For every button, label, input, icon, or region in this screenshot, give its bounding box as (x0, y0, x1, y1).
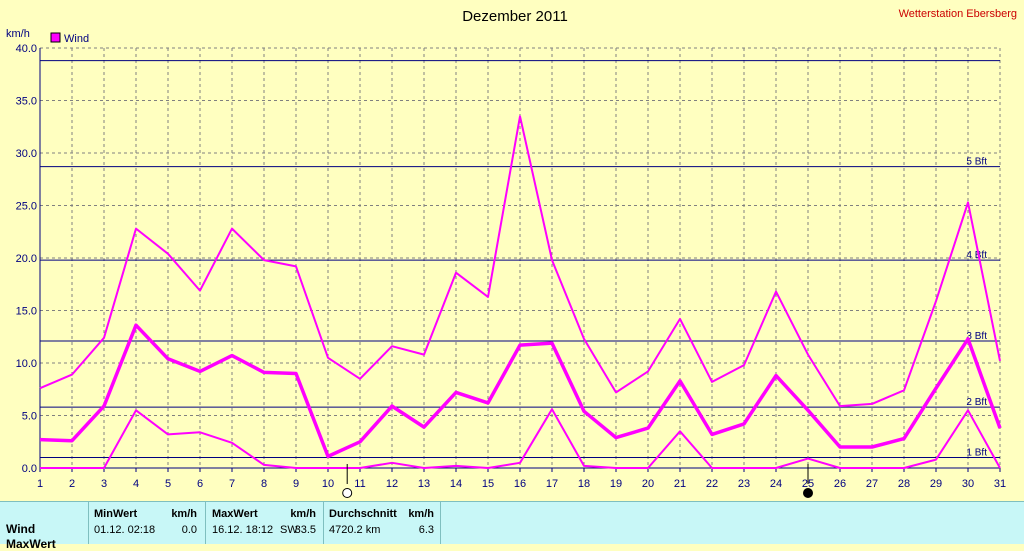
y-axis-unit: km/h (6, 28, 30, 40)
x-tick-label: 14 (450, 478, 462, 490)
footer-label-cell: Wind MaxWert (0, 502, 89, 551)
x-tick-label: 7 (229, 478, 235, 490)
footer-max-cell: MaxWert km/h 16.12. 18:12 SW 33.5 (206, 502, 324, 544)
footer-row-label: Wind (6, 522, 36, 536)
avg-value: 6.3 (418, 524, 434, 536)
bft-label: 3 Bft (966, 331, 987, 342)
min-datetime: 01.12. 02:18 (94, 524, 156, 536)
x-tick-label: 5 (165, 478, 171, 490)
y-tick-label: 35.0 (16, 96, 37, 108)
x-tick-label: 10 (322, 478, 334, 490)
x-tick-label: 23 (738, 478, 750, 490)
min-unit: km/h (171, 508, 197, 520)
plot-area: 1 Bft 2 Bft 3 Bft 4 Bft 5 Bft 0.0 5.0 10.0 15.0 2… (16, 43, 1006, 498)
series-line-mittel (39, 323, 1002, 459)
footer-min-cell: MinWert km/h 01.12. 02:18 0.0 (89, 502, 206, 544)
y-tick-label: 25.0 (16, 201, 37, 213)
max-direction: SW (280, 524, 298, 536)
y-tick-label: 15.0 (16, 306, 37, 318)
x-tick-label: 28 (898, 478, 910, 490)
x-tick-label: 18 (578, 478, 590, 490)
x-tick-label: 4 (133, 478, 139, 490)
full-moon-icon (342, 488, 353, 498)
max-datetime: 16.12. 18:12 (212, 524, 274, 536)
x-tick-label: 22 (706, 478, 718, 490)
y-tick-label: 40.0 (16, 43, 37, 55)
footer-row-label-2: MaxWert (6, 537, 56, 551)
x-tick-label: 16 (514, 478, 526, 490)
footer-avg-cell: Durchschnitt km/h 4720.2 km 6.3 (324, 502, 441, 544)
x-tick-label: 30 (962, 478, 974, 490)
legend-label: Wind (64, 33, 89, 45)
x-tick-label: 8 (261, 478, 267, 490)
x-tick-label: 12 (386, 478, 398, 490)
station-label: Wetterstation Ebersberg (899, 8, 1017, 20)
x-tick-label: 19 (610, 478, 622, 490)
bft-label: 2 Bft (966, 397, 987, 408)
x-tick-label: 20 (642, 478, 654, 490)
x-tick-label: 24 (770, 478, 782, 490)
x-tick-label: 15 (482, 478, 494, 490)
y-tick-label: 5.0 (22, 411, 37, 423)
avg-unit: km/h (408, 508, 434, 520)
series-line-max (39, 115, 1001, 408)
x-tick-label: 29 (930, 478, 942, 490)
x-tick-label: 2 (69, 478, 75, 490)
y-tick-label: 20.0 (16, 253, 37, 265)
x-tick-label: 6 (197, 478, 203, 490)
x-tick-label: 3 (101, 478, 107, 490)
min-header: MinWert (94, 508, 138, 520)
bft-label: 4 Bft (966, 250, 987, 261)
x-tick-label: 13 (418, 478, 430, 490)
bft-label: 5 Bft (966, 157, 987, 168)
x-tick-label: 21 (674, 478, 686, 490)
series-line-min (40, 408, 1001, 469)
x-tick-label: 26 (834, 478, 846, 490)
max-header: MaxWert (212, 508, 258, 520)
x-tick-label: 27 (866, 478, 878, 490)
bft-label: 1 Bft (966, 448, 987, 459)
y-tick-label: 30.0 (16, 148, 37, 160)
y-tick-label: 10.0 (16, 358, 37, 370)
x-tick-label: 9 (293, 478, 299, 490)
x-tick-label: 11 (354, 478, 365, 490)
statistics-footer: Wind MaxWert MinWert km/h 01.12. 02:18 0… (0, 501, 1024, 551)
legend-swatch (50, 32, 61, 43)
chart: Dezember 2011 Wetterstation Ebersberg km… (6, 8, 1017, 498)
avg-header: Durchschnitt (329, 508, 397, 520)
x-tick-label: 1 (37, 478, 43, 490)
x-tick-label: 17 (546, 478, 558, 490)
x-tick-label: 31 (994, 478, 1006, 490)
max-value: 33.5 (294, 524, 316, 536)
avg-distance: 4720.2 km (329, 524, 381, 536)
new-moon-icon (803, 488, 813, 498)
y-tick-label: 0.0 (22, 463, 37, 475)
min-value: 0.0 (181, 524, 197, 536)
chart-title: Dezember 2011 (462, 8, 568, 25)
max-unit: km/h (290, 508, 316, 520)
